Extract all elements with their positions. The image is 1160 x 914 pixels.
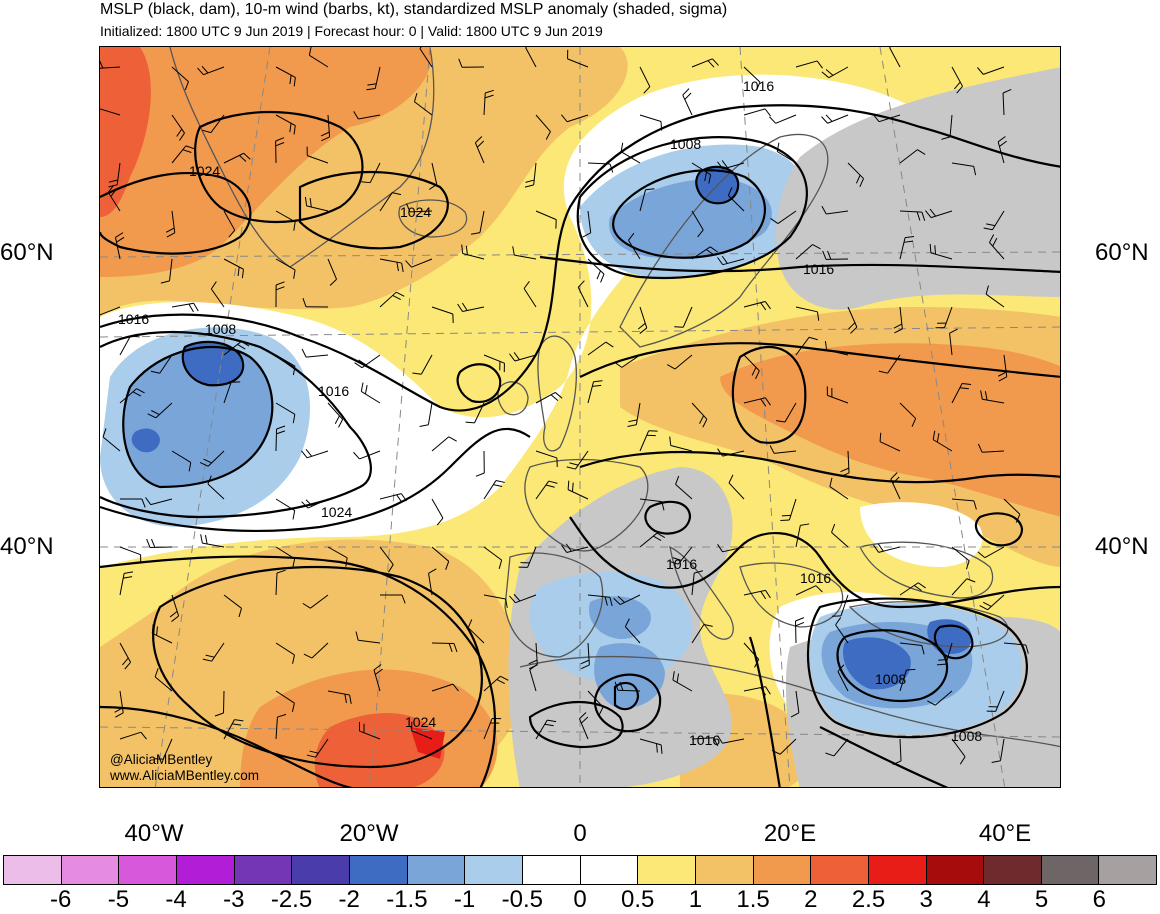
colorbar-segment — [465, 856, 523, 884]
colorbar-segment — [408, 856, 466, 884]
colorbar-segment — [581, 856, 639, 884]
colorbar-segment — [523, 856, 581, 884]
colorbar-tick-label: 5 — [1035, 886, 1048, 914]
colorbar-segment — [62, 856, 120, 884]
colorbar-tick-label: -6 — [50, 886, 71, 914]
lon-label-20w: 20°W — [340, 820, 399, 848]
colorbar-tick-label: -0.5 — [502, 886, 543, 914]
colorbar-segment — [811, 856, 869, 884]
colorbar-segment — [119, 856, 177, 884]
lat-label-60n-left: 60°N — [0, 239, 54, 267]
map-subtitle: Initialized: 1800 UTC 9 Jun 2019 | Forec… — [100, 23, 603, 39]
colorbar-tick-label: -2 — [339, 886, 360, 914]
map-panel: 1016 1008 1024 1024 1016 1008 1016 1024 … — [99, 46, 1061, 788]
colorbar-tick-label: 2 — [804, 886, 817, 914]
contour-label: 1008 — [951, 728, 982, 744]
contour-label: 1008 — [670, 136, 701, 152]
colorbar-tick-label: 0.5 — [621, 886, 654, 914]
colorbar-tick-label: 0 — [573, 886, 586, 914]
lon-label-40w: 40°W — [125, 820, 184, 848]
colorbar — [3, 855, 1157, 885]
contour-label: 1016 — [318, 383, 349, 399]
colorbar-tick-label: -3 — [223, 886, 244, 914]
colorbar-segment — [696, 856, 754, 884]
colorbar-tick-label: 2.5 — [852, 886, 885, 914]
contour-label: 1024 — [321, 504, 352, 520]
colorbar-segment — [927, 856, 985, 884]
lat-label-60n-right: 60°N — [1095, 239, 1149, 267]
lon-label-0: 0 — [573, 820, 586, 848]
contour-label: 1016 — [803, 261, 834, 277]
colorbar-segment — [235, 856, 293, 884]
contour-label: 1024 — [189, 163, 220, 179]
lon-label-20e: 20°E — [764, 820, 816, 848]
colorbar-segment — [984, 856, 1042, 884]
colorbar-tick-label: 6 — [1093, 886, 1106, 914]
contour-label: 1008 — [205, 321, 236, 337]
colorbar-tick-label: 1 — [689, 886, 702, 914]
colorbar-tick-label: 3 — [920, 886, 933, 914]
contour-label: 1016 — [118, 311, 149, 327]
lat-label-40n-right: 40°N — [1095, 533, 1149, 561]
colorbar-segment — [869, 856, 927, 884]
colorbar-segment — [177, 856, 235, 884]
colorbar-tick-label: -1.5 — [386, 886, 427, 914]
anomaly-map: 1016 1008 1024 1024 1016 1008 1016 1024 … — [100, 47, 1061, 788]
colorbar-tick-label: -4 — [165, 886, 186, 914]
contour-label: 1024 — [405, 714, 436, 730]
colorbar-segment — [754, 856, 812, 884]
colorbar-tick-label: -1 — [454, 886, 475, 914]
lat-label-40n-left: 40°N — [0, 533, 54, 561]
contour-label: 1016 — [689, 732, 720, 748]
colorbar-segment — [638, 856, 696, 884]
credit-handle: @AliciaMBentley — [110, 752, 212, 767]
colorbar-segment — [350, 856, 408, 884]
contour-label: 1016 — [800, 570, 831, 586]
colorbar-segment — [4, 856, 62, 884]
colorbar-tick-label: -2.5 — [271, 886, 312, 914]
lon-label-40e: 40°E — [979, 820, 1031, 848]
credit-website: www.AliciaMBentley.com — [110, 768, 259, 783]
map-title: MSLP (black, dam), 10-m wind (barbs, kt)… — [100, 1, 727, 19]
colorbar-tick-label: -5 — [108, 886, 129, 914]
colorbar-segment — [1099, 856, 1156, 884]
colorbar-segment — [292, 856, 350, 884]
colorbar-segment — [1042, 856, 1100, 884]
contour-label: 1016 — [666, 556, 697, 572]
colorbar-tick-label: 1.5 — [736, 886, 769, 914]
colorbar-tick-label: 4 — [977, 886, 990, 914]
